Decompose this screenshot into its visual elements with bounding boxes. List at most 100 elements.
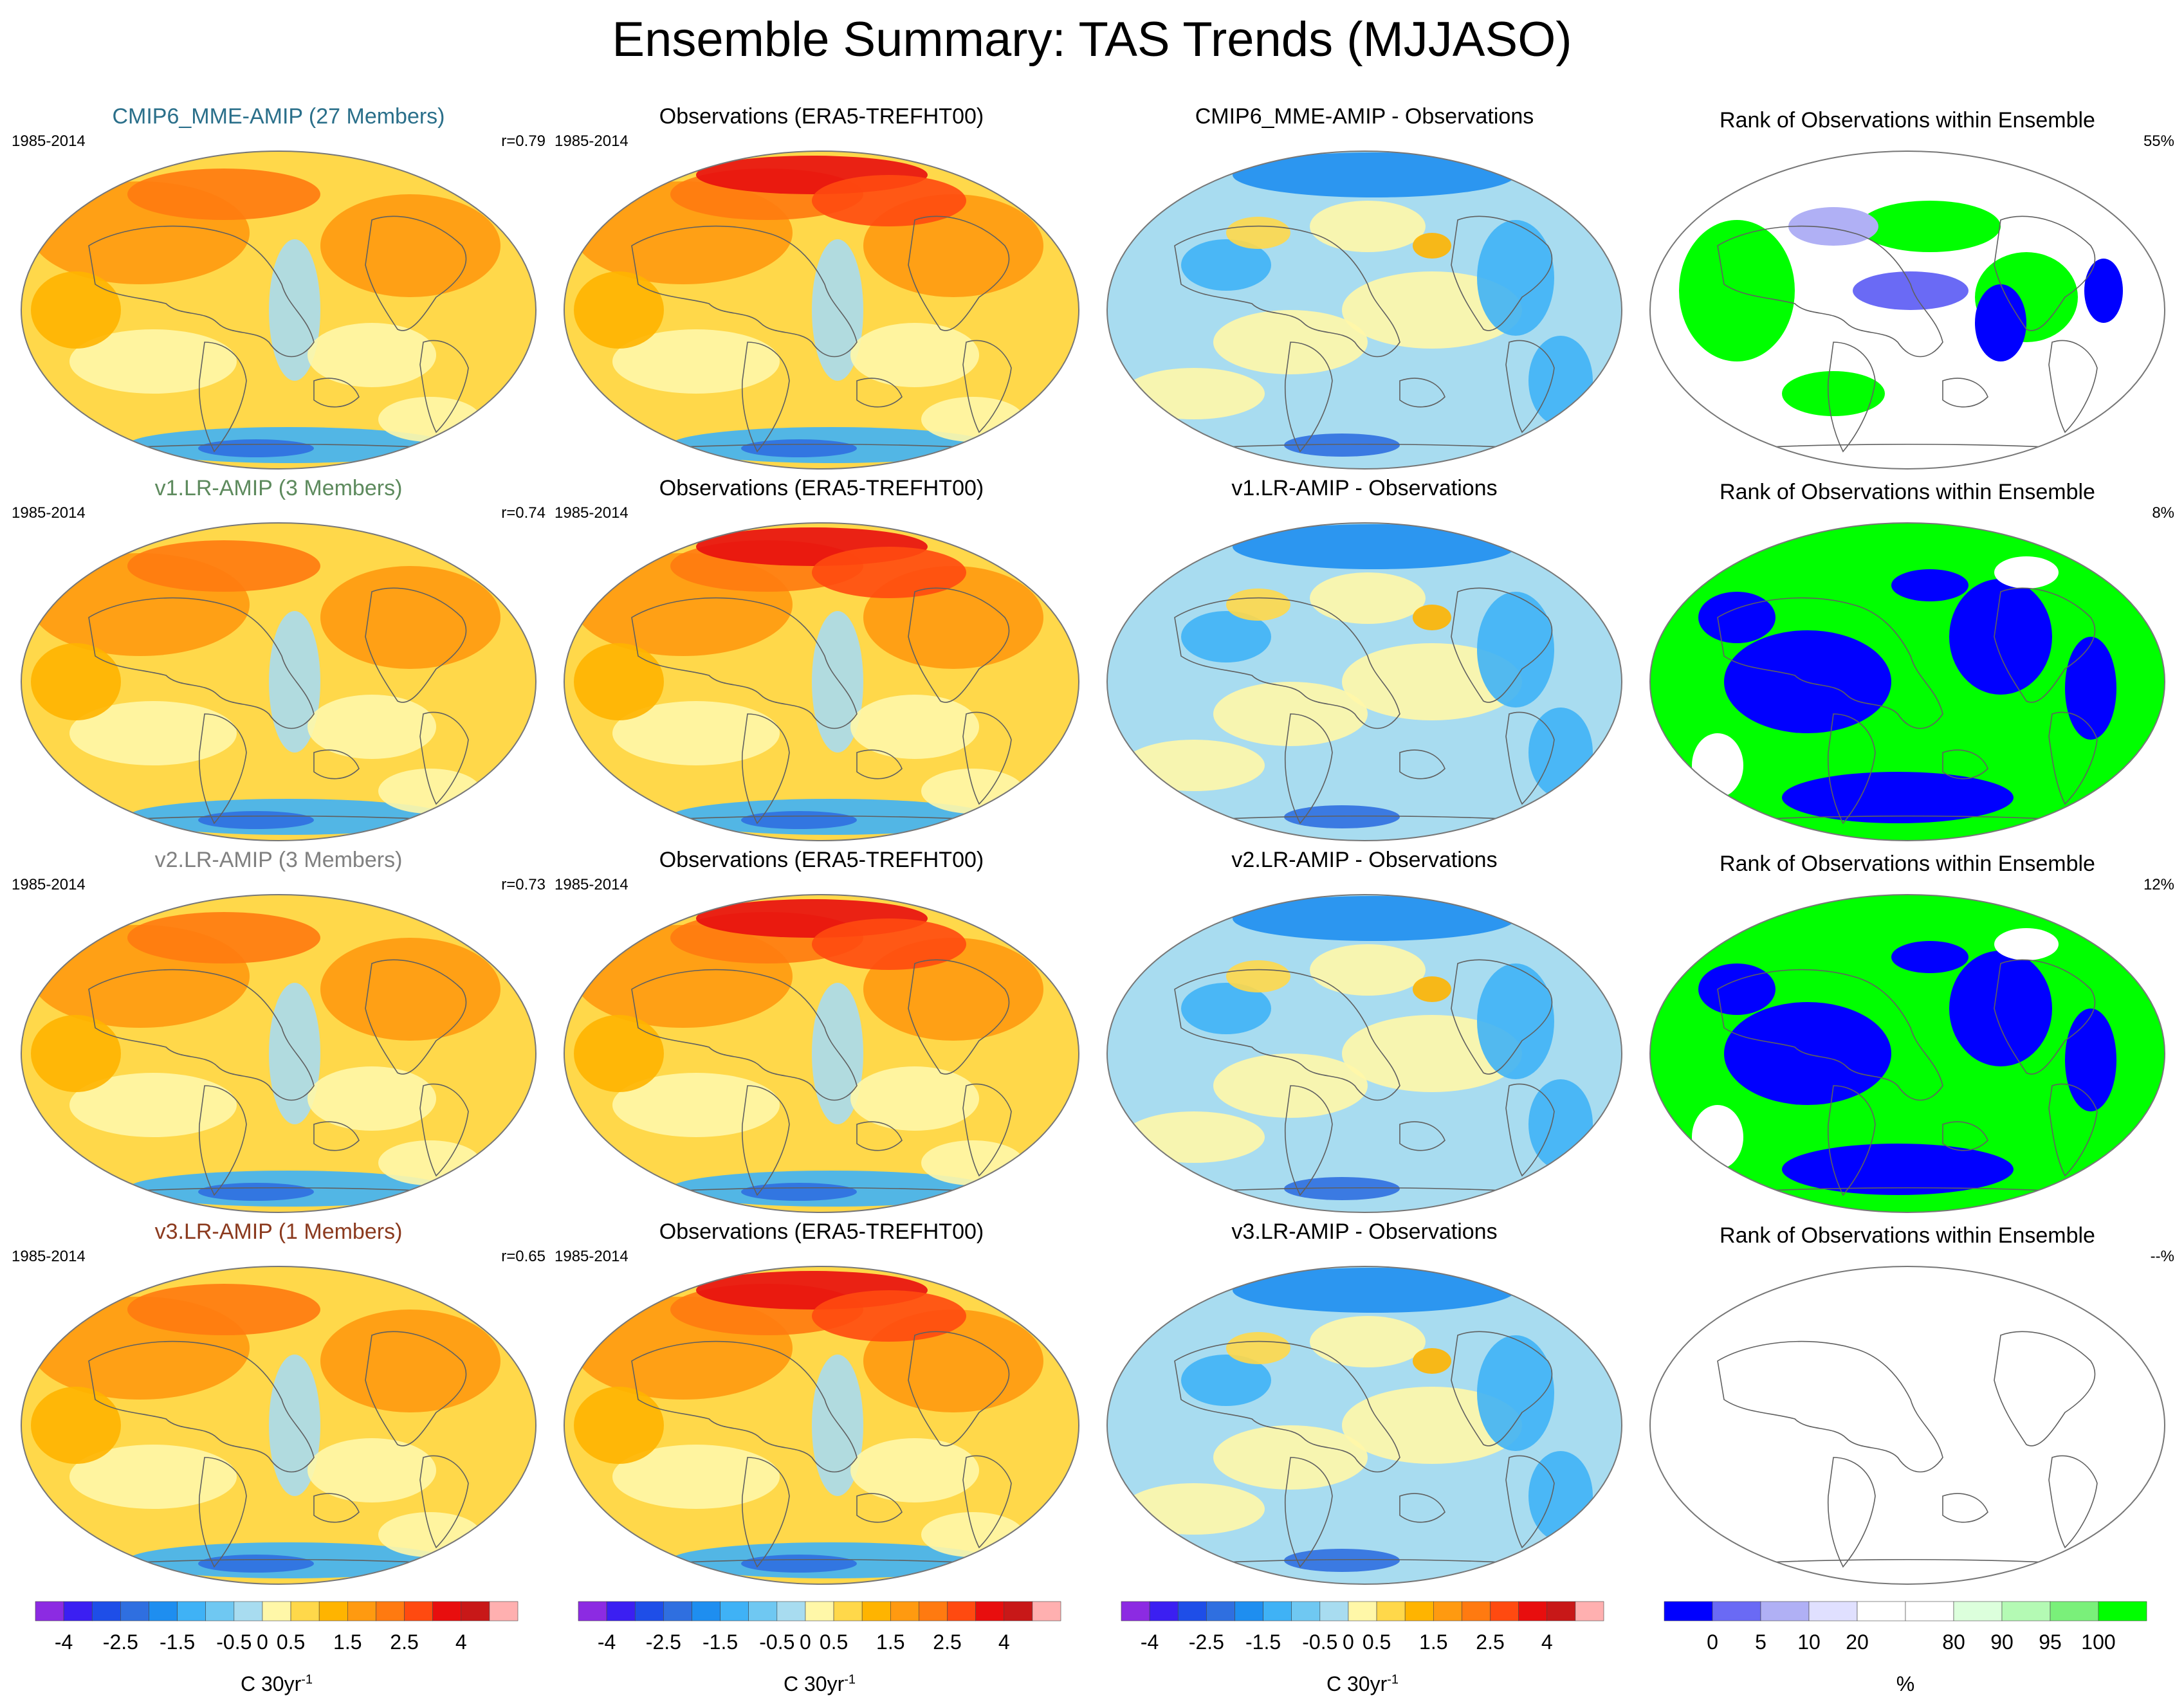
colorbar-swatch: [404, 1601, 433, 1621]
correlation-label: r=0.79: [501, 132, 546, 150]
colorbar-tick-label: 4: [1541, 1630, 1553, 1654]
colorbar-swatch: [262, 1601, 291, 1621]
coastline-2: [1451, 959, 1553, 1075]
colorbar-swatch: [376, 1601, 405, 1621]
coastline-3: [419, 1083, 469, 1177]
colorbar-swatch: [347, 1601, 376, 1621]
coastline-4: [1399, 378, 1445, 408]
coastline-4: [1942, 749, 1988, 780]
colorbar-unit-label: C 30yr-1: [240, 1672, 313, 1695]
colorbar-tick-label: 10: [1797, 1630, 1821, 1654]
model-panel-title: v3.LR-AMIP (1 Members): [154, 1219, 403, 1244]
colorbar-swatch: [805, 1601, 834, 1621]
map-obs: [564, 894, 1079, 1213]
colorbar-swatch: [890, 1601, 919, 1621]
map-boundary: [1106, 894, 1622, 1213]
coastline-2: [365, 959, 467, 1075]
colorbar-swatch: [1234, 1601, 1263, 1621]
obs-panel-title: Observations (ERA5-TREFHT00): [659, 104, 984, 129]
period-label: 1985-2014: [12, 132, 86, 150]
colorbar-swatch: [1348, 1601, 1377, 1621]
colorbar-unit-label: C 30yr-1: [783, 1672, 856, 1695]
diff-panel-title: CMIP6_MME-AMIP - Observations: [1195, 104, 1534, 129]
colorbar-swatch: [1263, 1601, 1292, 1621]
model-panel-title: v1.LR-AMIP (3 Members): [154, 476, 403, 500]
coastline-0: [1717, 597, 1943, 729]
coastline-2: [1994, 1331, 2096, 1447]
coastline-1: [741, 1085, 790, 1196]
coastline-1: [741, 713, 790, 825]
colorbar-tick-label: -4: [55, 1630, 73, 1654]
figure-title: Ensemble Summary: TAS Trends (MJJASO): [612, 12, 1572, 67]
colorbar-swatch: [947, 1601, 976, 1621]
coastline-0: [631, 225, 858, 358]
rank-percent-label: 8%: [2152, 504, 2174, 522]
coastline-1: [198, 1085, 247, 1196]
colorbar-swatch: [1206, 1601, 1235, 1621]
coastline-4: [1942, 1493, 1988, 1523]
colorbar-tick-label: 2.5: [390, 1630, 418, 1654]
coastline-1: [198, 342, 247, 453]
colorbar-swatch: [1953, 1601, 2003, 1621]
colorbar-tick-label: 100: [2081, 1630, 2115, 1654]
colorbar-swatch: [1857, 1601, 1906, 1621]
period-label: 1985-2014: [555, 132, 629, 150]
panel-model-row2: v2.LR-AMIP (3 Members) 1985-2014 r=0.73: [12, 848, 546, 1214]
map-model: [21, 1266, 537, 1585]
coastline-1: [741, 342, 790, 453]
coastline-3: [1505, 340, 1555, 434]
temperature-colorbar-0: -4 -2.5 -1.5 -0.5 0 0.5 1.5 2.5 4 C 30yr-1: [32, 1600, 521, 1697]
coastline-0: [1174, 1340, 1400, 1473]
coastline-1: [1284, 713, 1333, 825]
colorbar-swatch: [975, 1601, 1005, 1621]
colorbar-swatch: [1319, 1601, 1349, 1621]
colorbar-swatch: [177, 1601, 206, 1621]
coastline-2: [908, 215, 1010, 331]
model-panel-title: CMIP6_MME-AMIP (27 Members): [112, 104, 445, 129]
panel-rank-row3: Rank of Observations within Ensemble --%: [1640, 1219, 2174, 1586]
colorbar-swatch: [290, 1601, 320, 1621]
colorbar-swatch: [63, 1601, 93, 1621]
colorbar-tick-label: 0: [800, 1630, 811, 1654]
colorbar-tick-label: 0.5: [1363, 1630, 1391, 1654]
panel-obs-row3: Observations (ERA5-TREFHT00) 1985-2014: [555, 1219, 1088, 1586]
coastline-1: [1284, 1457, 1333, 1568]
obs-panel-title: Observations (ERA5-TREFHT00): [659, 848, 984, 872]
colorbar-tick-label: 0: [1707, 1630, 1718, 1654]
diff-panel-title: v3.LR-AMIP - Observations: [1231, 1219, 1498, 1244]
coastline-1: [1827, 1457, 1876, 1568]
coastline-1: [1284, 342, 1333, 453]
period-label: 1985-2014: [555, 1248, 629, 1265]
coastline-2: [1451, 587, 1553, 703]
temperature-colorbar-1: -4 -2.5 -1.5 -0.5 0 0.5 1.5 2.5 4 C 30yr-1: [575, 1600, 1064, 1697]
colorbar-swatch: [234, 1601, 263, 1621]
coastline-3: [419, 1455, 469, 1549]
colorbar-swatch: [1032, 1601, 1061, 1621]
coastline-0: [1174, 225, 1400, 358]
map-obs: [564, 151, 1079, 470]
rank-percent-label: 55%: [2143, 132, 2174, 150]
coastline-0: [1174, 969, 1400, 1101]
colorbar-swatch: [2001, 1601, 2051, 1621]
panel-rank-row2: Rank of Observations within Ensemble 12%: [1640, 848, 2174, 1214]
coastline-3: [962, 1455, 1012, 1549]
colorbar-tick-label: -0.5: [216, 1630, 252, 1654]
temperature-colorbar-2: -4 -2.5 -1.5 -0.5 0 0.5 1.5 2.5 4 C 30yr-1: [1118, 1600, 1607, 1697]
coastline-4: [1399, 1493, 1445, 1523]
colorbar-tick-label: 20: [1846, 1630, 1869, 1654]
map-boundary: [1649, 1266, 2165, 1585]
panel-rank-row1: Rank of Observations within Ensemble 8%: [1640, 476, 2174, 843]
coastline-2: [1994, 959, 2096, 1075]
colorbar-swatch: [1291, 1601, 1321, 1621]
panel-model-row0: CMIP6_MME-AMIP (27 Members) 1985-2014 r=0.…: [12, 104, 546, 471]
coastline-1: [1827, 1085, 1876, 1196]
map-diff: [1106, 522, 1622, 841]
colorbar-tick-label: -0.5: [1302, 1630, 1337, 1654]
colorbar-tick-label: 0.5: [277, 1630, 305, 1654]
coastline-4: [313, 1121, 360, 1151]
map-rank: [1649, 894, 2165, 1213]
map-boundary: [1649, 894, 2165, 1213]
colorbar-swatch: [461, 1601, 490, 1621]
map-rank: [1649, 151, 2165, 470]
panel-obs-row0: Observations (ERA5-TREFHT00) 1985-2014: [555, 104, 1088, 471]
